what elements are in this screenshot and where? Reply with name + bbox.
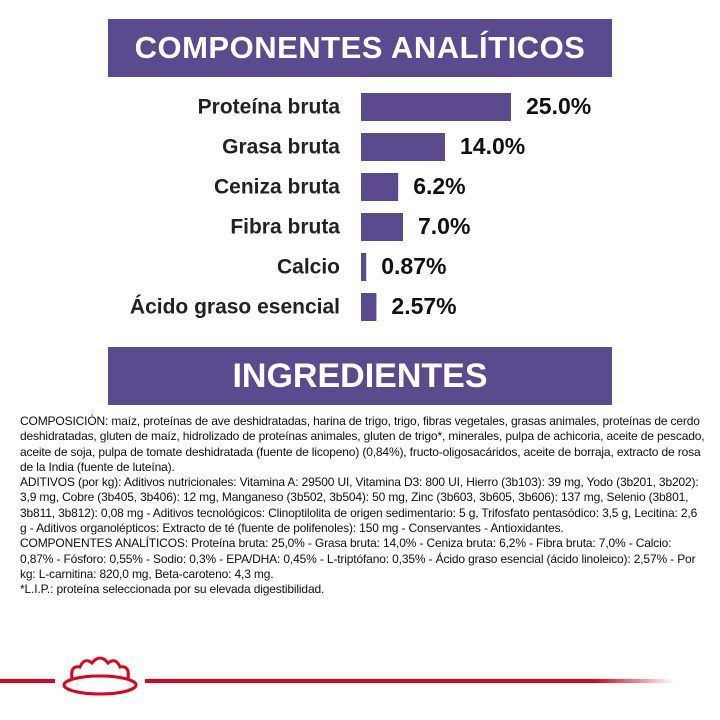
crown-logo — [62, 656, 138, 696]
category-label: Calcio — [277, 256, 340, 279]
paragraph: *L.I.P.: proteína seleccionada por su el… — [20, 582, 325, 597]
paragraph: COMPOSICIÓN: maíz, proteínas de ave desh… — [20, 414, 705, 474]
value-label: 7.0% — [418, 213, 470, 239]
bar — [361, 293, 377, 321]
category-label: Ácido graso esencial — [130, 296, 340, 319]
bar — [361, 213, 403, 241]
footer-line — [145, 679, 675, 683]
value-label: 14.0% — [460, 133, 525, 159]
value-label: 2.57% — [391, 293, 456, 319]
bar — [361, 253, 367, 281]
paragraph: COMPONENTES ANALÍTICOS: Proteína bruta: … — [20, 536, 696, 581]
ingredients-text: COMPOSICIÓN: maíz, proteínas de ave desh… — [20, 414, 706, 598]
bar — [361, 133, 445, 161]
category-label: Grasa bruta — [222, 136, 340, 159]
chart: Proteína bruta 25.0% Grasa bruta 14.0% Ceniz… — [130, 93, 591, 321]
bar — [361, 173, 399, 201]
section-banner: COMPONENTES ANALÍTICOS — [108, 19, 612, 77]
section-banner: INGREDIENTES — [108, 347, 612, 405]
category-label: Fibra bruta — [230, 216, 340, 239]
category-label: Proteína bruta — [198, 96, 341, 119]
footer — [0, 656, 675, 696]
footer-line — [0, 679, 55, 683]
bar — [361, 93, 511, 121]
value-label: 6.2% — [413, 173, 465, 199]
value-label: 25.0% — [526, 93, 591, 119]
value-label: 0.87% — [381, 253, 446, 279]
paragraph: ADITIVOS (por kg): Aditivos nutricionale… — [20, 475, 699, 536]
category-label: Ceniza bruta — [214, 176, 340, 199]
